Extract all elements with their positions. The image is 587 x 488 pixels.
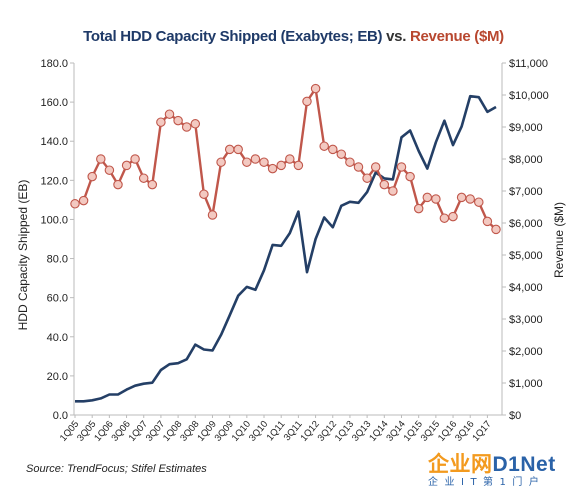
- data-point-revenue: [396, 162, 407, 172]
- x-tick-label: 1Q11: [265, 419, 288, 443]
- data-point-revenue: [465, 194, 475, 204]
- data-point-revenue: [113, 179, 123, 190]
- data-point-revenue: [173, 115, 183, 126]
- data-point-revenue: [138, 173, 149, 183]
- data-point-revenue: [250, 154, 261, 164]
- chart-title-revenue: Revenue ($M): [409, 28, 504, 45]
- y-tick-left-label: 140.0: [40, 136, 68, 148]
- data-point-revenue: [156, 117, 166, 127]
- data-point-revenue: [233, 144, 243, 155]
- data-point-revenue: [491, 224, 501, 235]
- y-axis-right-label: Revenue ($M): [552, 202, 566, 278]
- y-tick-left-label: 40.0: [47, 332, 68, 344]
- data-point-revenue: [96, 154, 106, 164]
- y-tick-right-label: $9,000: [509, 122, 543, 134]
- y-tick-right-label: $6,000: [509, 218, 543, 230]
- data-point-revenue: [310, 83, 321, 94]
- data-point-revenue: [121, 160, 132, 171]
- watermark-brand-en: D1Net: [492, 453, 556, 476]
- y-tick-right-label: $5,000: [509, 250, 543, 262]
- x-tick-label: 3Q10: [247, 419, 270, 444]
- data-point-revenue: [474, 197, 484, 207]
- chart-title-vs: vs.: [382, 28, 410, 45]
- y-tick-right-label: $3,000: [509, 314, 543, 326]
- watermark-brand-cn: 企业网: [428, 453, 493, 476]
- data-point-revenue: [181, 122, 192, 132]
- y-tick-left-label: 160.0: [40, 97, 68, 109]
- y-tick-right-label: $2,000: [509, 346, 543, 358]
- y-tick-left-label: 60.0: [47, 293, 68, 305]
- data-point-revenue: [353, 162, 364, 172]
- data-point-revenue: [87, 171, 97, 182]
- y-tick-right-label: $4,000: [509, 282, 543, 294]
- data-point-revenue: [147, 179, 158, 190]
- watermark-logo-main: 企业网D1Net: [428, 448, 556, 478]
- data-point-revenue: [413, 203, 424, 214]
- y-tick-left-label: 20.0: [47, 371, 68, 383]
- y-tick-left-label: 100.0: [40, 214, 68, 226]
- data-point-revenue: [482, 216, 493, 227]
- data-point-revenue: [336, 149, 347, 159]
- y-tick-left-label: 80.0: [47, 254, 68, 266]
- y-tick-left-label: 120.0: [40, 175, 68, 187]
- data-point-revenue: [78, 195, 89, 206]
- data-point-revenue: [164, 109, 175, 119]
- y-tick-right-label: $11,000: [509, 58, 548, 70]
- chart-title: Total HDD Capacity Shipped (Exabytes; EB…: [0, 28, 587, 45]
- data-point-revenue: [362, 173, 372, 183]
- data-point-revenue: [276, 160, 286, 171]
- x-tick-label: 1Q17: [470, 419, 493, 444]
- watermark-logo: 企业网D1Net 企业IT第1门户: [428, 448, 587, 488]
- data-point-revenue: [293, 160, 304, 171]
- data-point-revenue: [190, 119, 201, 129]
- data-point-revenue: [224, 144, 235, 155]
- data-point-revenue: [328, 144, 338, 155]
- y-tick-right-label: $10,000: [509, 90, 549, 102]
- data-point-revenue: [345, 157, 355, 167]
- data-point-revenue: [130, 154, 140, 164]
- data-point-revenue: [439, 213, 450, 223]
- y-axis-left-label: HDD Capacity Shipped (EB): [16, 180, 30, 331]
- y-tick-left-label: 0.0: [53, 410, 68, 422]
- data-point-revenue: [456, 192, 467, 203]
- data-point-revenue: [388, 186, 398, 196]
- data-point-revenue: [431, 194, 441, 204]
- data-point-revenue: [448, 211, 458, 222]
- data-point-revenue: [405, 171, 415, 182]
- series-line-capacity: [75, 94, 497, 403]
- data-point-revenue: [259, 157, 269, 167]
- data-point-revenue: [422, 192, 433, 203]
- y-tick-right-label: $7,000: [509, 186, 543, 198]
- data-point-revenue: [104, 165, 115, 175]
- y-tick-left-label: 180.0: [40, 58, 68, 70]
- watermark-tagline: 企业IT第1门户: [428, 477, 546, 488]
- data-point-revenue: [379, 179, 390, 190]
- source-note: Source: TrendFocus; Stifel Estimates: [26, 463, 207, 475]
- data-point-revenue: [199, 189, 209, 199]
- data-point-revenue: [370, 162, 381, 172]
- data-point-revenue: [319, 141, 329, 151]
- y-tick-right-label: $0: [509, 410, 521, 422]
- chart-axes: 0.0 20.0 40.0 60.0 80.0 100.0 120.0 140.0 160.0 1…: [40, 58, 548, 444]
- data-point-revenue: [267, 163, 278, 174]
- data-point-revenue: [70, 199, 80, 209]
- data-point-revenue: [216, 157, 226, 167]
- data-point-revenue: [207, 210, 218, 220]
- chart-series: [70, 83, 501, 403]
- data-point-revenue: [285, 154, 295, 164]
- y-tick-right-label: $1,000: [509, 378, 543, 390]
- y-tick-right-label: $8,000: [509, 154, 543, 166]
- data-point-revenue: [302, 96, 312, 107]
- chart-title-capacity: Total HDD Capacity Shipped (Exabytes; EB…: [83, 28, 383, 45]
- data-point-revenue: [242, 157, 252, 167]
